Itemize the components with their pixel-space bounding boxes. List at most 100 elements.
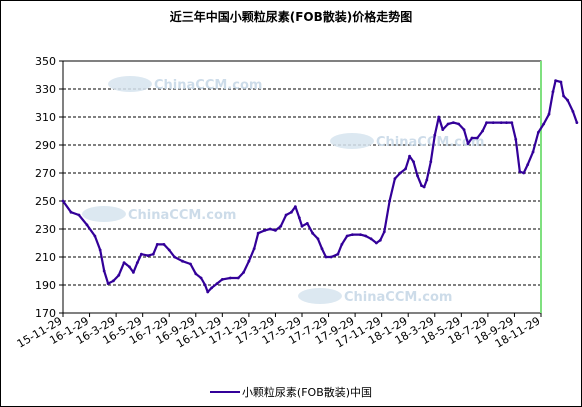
data-point [526, 163, 530, 167]
y-axis-ticks: 350 330 310 290 270 250 230 210 190 170 [35, 55, 63, 320]
data-point [404, 167, 407, 171]
data-point [551, 90, 555, 94]
data-point [167, 248, 171, 252]
y-tick-label: 230 [35, 223, 56, 236]
data-point [566, 98, 569, 102]
data-point [457, 122, 461, 126]
data-point [297, 216, 301, 220]
data-point [422, 185, 426, 189]
data-point [215, 282, 219, 285]
data-point [378, 238, 382, 242]
data-point [562, 94, 565, 98]
y-tick-label: 330 [35, 83, 56, 96]
data-point [199, 276, 203, 280]
data-point [510, 121, 514, 124]
data-point [146, 254, 150, 257]
data-point [206, 290, 210, 294]
watermark-logo [108, 76, 152, 92]
data-point [359, 233, 362, 237]
data-point [279, 224, 283, 228]
data-point [481, 129, 484, 133]
watermark-text: ChinaCCM.com [128, 208, 236, 223]
data-point [485, 121, 488, 124]
data-point [364, 234, 368, 238]
chart-title: 近三年中国小颗粒尿素(FOB散装)价格走势图 [169, 10, 413, 24]
data-point [559, 80, 563, 84]
data-point [139, 252, 143, 256]
data-point [311, 231, 315, 235]
y-tick-label: 170 [35, 307, 56, 320]
data-point [393, 177, 397, 181]
data-point [106, 282, 110, 285]
data-point [499, 121, 503, 124]
data-point [98, 248, 102, 252]
data-point [151, 252, 155, 256]
data-point [69, 210, 73, 214]
data-point [412, 160, 415, 164]
data-point [408, 154, 411, 158]
data-point [420, 184, 423, 188]
y-tick-label: 350 [35, 55, 56, 68]
data-point [289, 210, 293, 214]
data-point [416, 174, 419, 178]
data-point [425, 178, 429, 182]
watermark-logo [330, 133, 374, 149]
y-tick-label: 270 [35, 167, 56, 180]
y-tick-label: 290 [35, 139, 56, 152]
data-point [531, 150, 535, 154]
data-point [122, 261, 126, 264]
data-point [505, 121, 508, 124]
data-point [305, 222, 309, 225]
watermark-logo [82, 206, 126, 222]
watermark-logo [298, 288, 342, 304]
data-point [433, 133, 437, 137]
data-point [388, 199, 392, 203]
legend: 小颗粒尿素(FOB散装)中国 [0, 384, 582, 400]
watermark: ChinaCCM.com [108, 76, 262, 93]
data-point [536, 131, 540, 134]
data-point [514, 138, 518, 141]
data-point [351, 233, 354, 237]
data-point [256, 231, 260, 235]
watermark-text: ChinaCCM.com [154, 78, 262, 93]
data-point [437, 115, 441, 119]
y-tick-label: 190 [35, 279, 56, 292]
data-point [518, 170, 522, 174]
data-point [117, 273, 121, 277]
data-point [571, 110, 575, 113]
data-point [398, 171, 402, 175]
watermarks: ChinaCCM.com ChinaCCM.com ChinaCCM.com Chin… [82, 76, 484, 305]
data-point [462, 128, 466, 132]
data-point [324, 255, 328, 259]
data-point [162, 243, 166, 246]
data-point [77, 213, 81, 217]
data-point [336, 252, 340, 256]
x-axis-ticks: 15-11-2916-1-2916-3-2916-5-2916-7-2916-9… [15, 313, 543, 351]
data-point [135, 261, 139, 264]
plot-area [62, 60, 542, 314]
data-point [542, 122, 546, 126]
y-tick-label: 250 [35, 195, 56, 208]
data-point [470, 136, 474, 140]
data-point [274, 229, 277, 232]
data-point [247, 259, 251, 263]
data-point [522, 171, 526, 175]
data-point [210, 286, 214, 290]
data-point [369, 237, 373, 241]
data-point [252, 247, 256, 251]
data-point [374, 241, 378, 245]
legend-label: 小颗粒尿素(FOB散装)中国 [241, 386, 373, 399]
watermark-text: ChinaCCM.com [344, 290, 452, 305]
data-point [155, 243, 159, 246]
data-point [300, 224, 304, 228]
data-point [93, 234, 97, 238]
data-point [320, 247, 324, 251]
data-point [127, 265, 131, 269]
data-point [475, 136, 479, 140]
y-tick-label: 310 [35, 111, 56, 124]
data-point [575, 121, 579, 124]
series-layer [61, 79, 579, 294]
data-point [340, 243, 344, 246]
